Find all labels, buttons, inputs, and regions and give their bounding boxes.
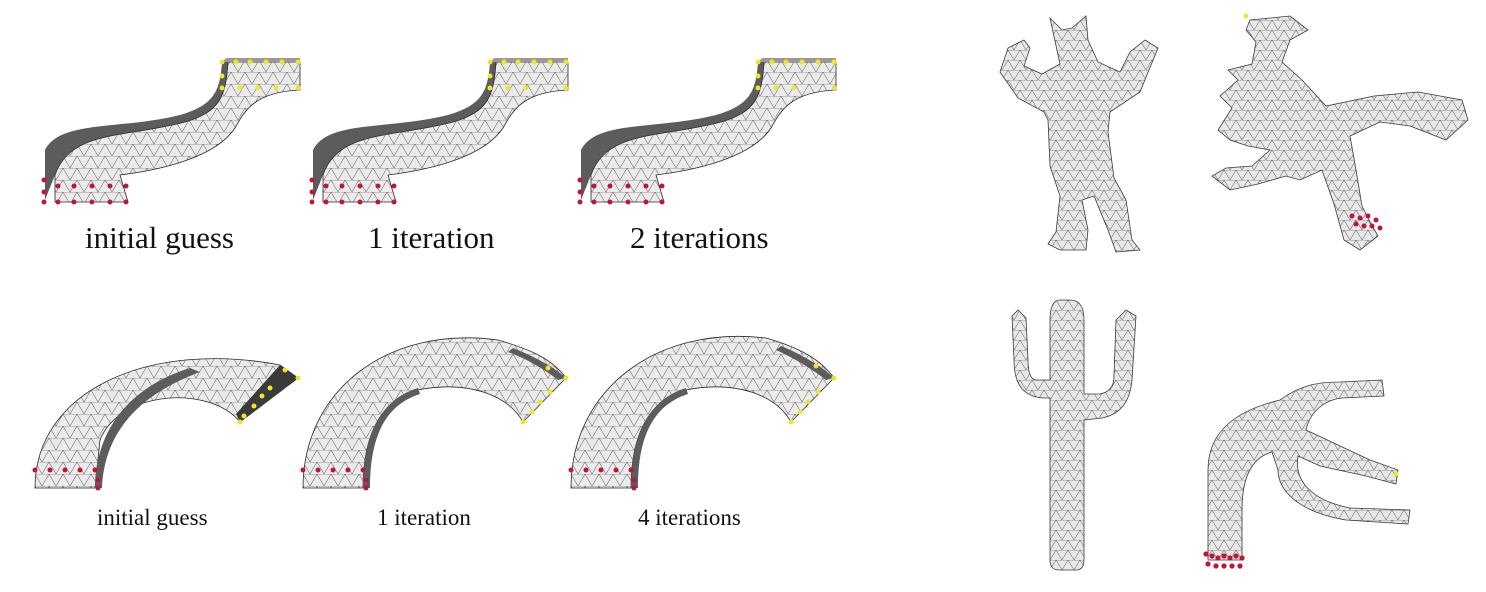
armadillo-mesh bbox=[999, 15, 1159, 253]
top-row-figure bbox=[41, 57, 837, 205]
arch-4-iterations bbox=[568, 336, 837, 491]
arch-1-iteration bbox=[300, 337, 569, 491]
cactus-deformed-mesh bbox=[1203, 379, 1411, 569]
bottom-row-figure bbox=[32, 336, 837, 491]
caption-bottom-1: initial guess bbox=[97, 505, 208, 530]
caption-bottom-3: 4 iterations bbox=[638, 505, 741, 530]
caption-top-1: initial guess bbox=[85, 220, 234, 255]
fixed-points bbox=[41, 177, 129, 205]
top-row: initial guess 1 iteration 2 iterations bbox=[0, 0, 860, 270]
arch-initial-guess bbox=[32, 358, 301, 491]
bottom-row: initial guess 1 iteration 4 iterations bbox=[0, 330, 860, 592]
caption-bottom-2: 1 iteration bbox=[377, 505, 471, 530]
s-bar-initial-guess bbox=[41, 57, 301, 205]
caption-top-3: 2 iterations bbox=[630, 220, 769, 255]
caption-top-2: 1 iteration bbox=[368, 220, 495, 255]
cactus-mesh bbox=[1011, 299, 1137, 571]
handle-points bbox=[219, 59, 301, 91]
model-panels bbox=[990, 0, 1486, 592]
model-figures bbox=[999, 13, 1469, 571]
s-bar-1-iteration bbox=[309, 57, 569, 205]
armadillo-deformed-mesh bbox=[1211, 13, 1469, 251]
s-bar-2-iterations bbox=[577, 57, 837, 205]
